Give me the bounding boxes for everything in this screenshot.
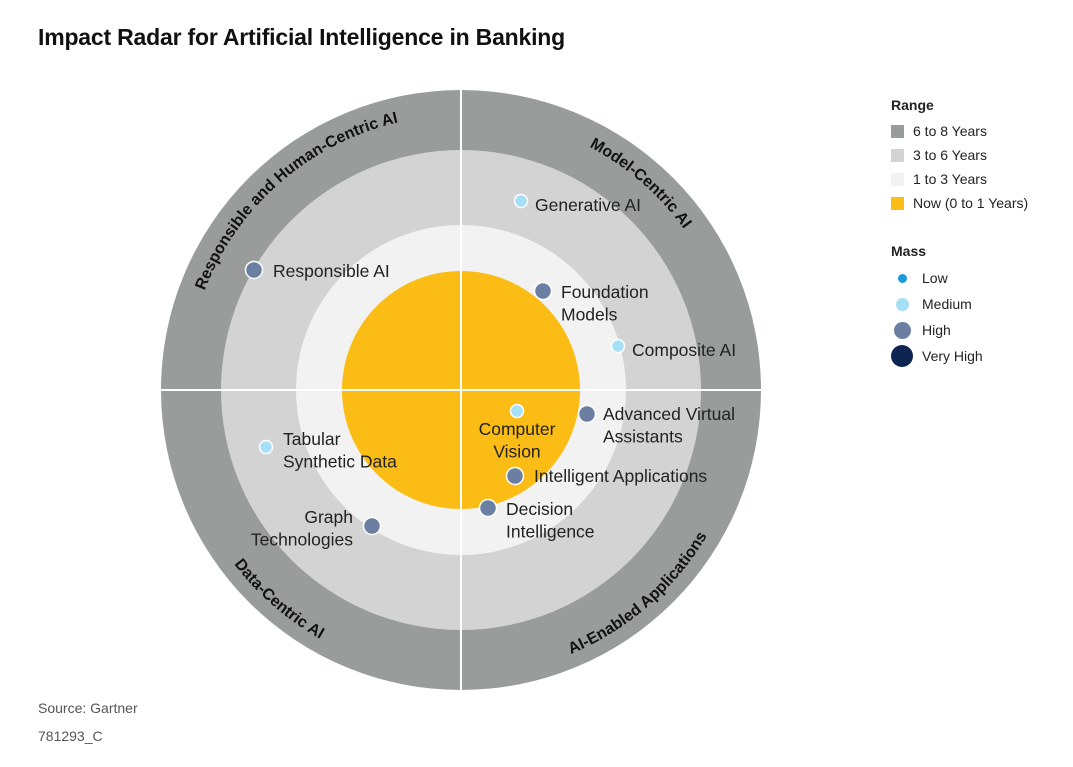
legend-mass-label: Very High <box>922 348 983 364</box>
legend-swatch <box>891 196 904 210</box>
figure-code: 781293_C <box>38 728 103 744</box>
tech-dot-computer-vision <box>509 403 525 419</box>
tech-label-generative-ai: Generative AI <box>535 195 641 215</box>
legend: Range 6 to 8 Years 3 to 6 Years 1 to 3 Yea… <box>891 97 1028 369</box>
legend-swatch <box>891 172 904 186</box>
legend-range-item: Now (0 to 1 Years) <box>891 191 1028 215</box>
legend-mass-item: Very High <box>891 343 1028 369</box>
legend-range-item: 6 to 8 Years <box>891 119 1028 143</box>
tech-label-tabular-synthetic-data: Tabular Synthetic Data <box>283 429 397 472</box>
source-note: Source: Gartner <box>38 700 138 716</box>
legend-swatch <box>891 124 904 138</box>
tech-label-advanced-virtual-assistants: Advanced Virtual Assistants <box>603 404 735 447</box>
tech-label-intelligent-applications: Intelligent Applications <box>534 466 707 486</box>
legend-mass-item: Medium <box>891 291 1028 317</box>
legend-mass-label: High <box>922 322 951 338</box>
legend-mass-label: Low <box>922 270 948 286</box>
tech-dot-intelligent-applications <box>505 466 525 486</box>
tech-dot-responsible-ai <box>244 260 264 280</box>
legend-swatch <box>891 148 904 162</box>
tech-dot-generative-ai <box>513 193 529 209</box>
legend-mass-list: Low Medium High Very High <box>891 265 1028 369</box>
tech-dot-advanced-virtual-assistants <box>577 404 597 424</box>
legend-range-label: Now (0 to 1 Years) <box>913 195 1029 211</box>
legend-range-label: 1 to 3 Years <box>913 171 987 187</box>
tech-label-decision-intelligence: Decision Intelligence <box>506 499 595 542</box>
legend-range-label: 3 to 6 Years <box>913 147 987 163</box>
legend-mass-dot-low <box>897 273 907 283</box>
legend-mass-dot-medium <box>895 297 909 311</box>
legend-range-item: 1 to 3 Years <box>891 167 1028 191</box>
legend-mass-label: Medium <box>922 296 972 312</box>
legend-mass-item: Low <box>891 265 1028 291</box>
tech-label-graph-technologies: Graph Technologies <box>251 507 353 550</box>
tech-label-computer-vision: Computer Vision <box>479 419 556 462</box>
legend-mass-dot-high <box>893 321 911 339</box>
tech-dot-foundation-models <box>533 281 553 301</box>
tech-dot-decision-intelligence <box>478 498 498 518</box>
legend-range-item: 3 to 6 Years <box>891 143 1028 167</box>
page-title: Impact Radar for Artificial Intelligence… <box>38 24 565 50</box>
tech-dot-composite-ai <box>610 338 626 354</box>
tech-label-responsible-ai: Responsible AI <box>273 261 390 281</box>
tech-dot-graph-technologies <box>362 516 382 536</box>
legend-mass-item: High <box>891 317 1028 343</box>
legend-range-title: Range <box>891 97 934 113</box>
legend-range-list: 6 to 8 Years 3 to 6 Years 1 to 3 Years Now … <box>891 119 1028 215</box>
legend-mass-title: Mass <box>891 243 927 259</box>
legend-range-label: 6 to 8 Years <box>913 123 987 139</box>
tech-label-foundation-models: Foundation Models <box>561 282 649 325</box>
tech-label-composite-ai: Composite AI <box>632 340 736 360</box>
tech-dot-tabular-synthetic-data <box>258 439 274 455</box>
legend-mass-dot-very-high <box>891 345 913 367</box>
